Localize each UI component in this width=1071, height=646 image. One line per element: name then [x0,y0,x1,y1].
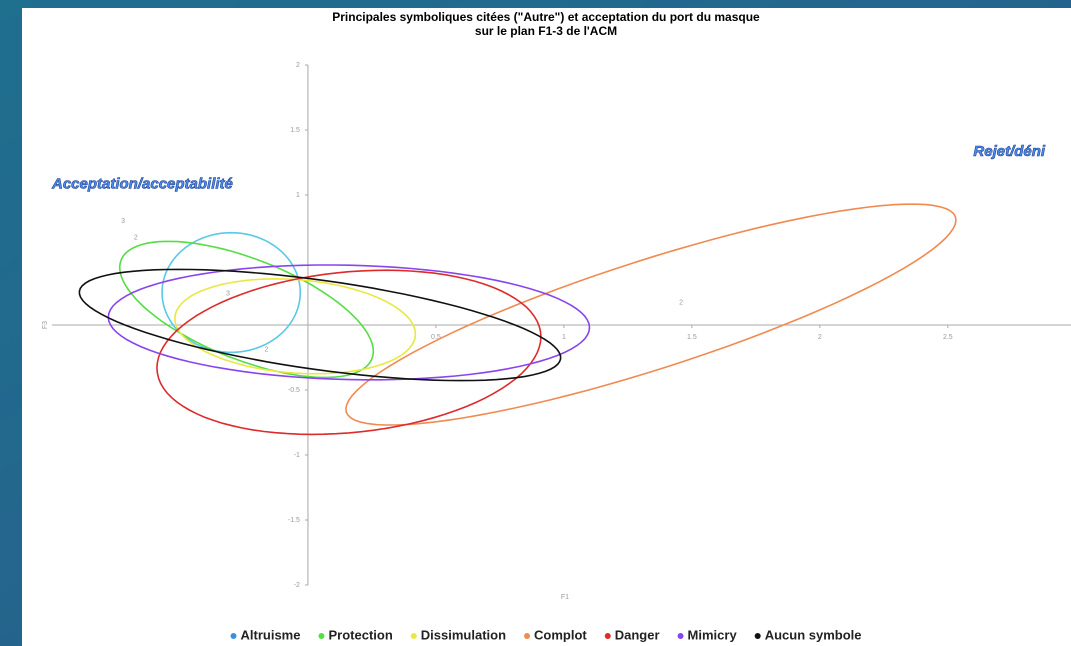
legend-label: Dissimulation [421,627,506,642]
legend-label: Protection [328,627,392,642]
point-label: 2 [134,235,138,242]
y-tick-label: -1.5 [288,517,300,524]
point-label: 2 [264,347,268,354]
x-tick-label: 0.5 [431,334,441,341]
ellipse [156,269,542,436]
x-tick-label: 1 [562,334,566,341]
point-label: 3 [226,291,230,298]
legend-label: Danger [615,627,660,642]
legend-label: Mimicry [688,627,738,642]
ellipse [161,231,302,354]
legend-marker [318,633,325,639]
y-tick-label: 1.5 [290,127,300,134]
x-axis-label: F1 [561,594,569,601]
annotation: Acceptation/acceptabilité [51,176,233,193]
point-label: 3 [121,218,125,225]
y-tick-label: 1 [296,192,300,199]
y-tick-label: -2 [294,582,300,589]
ellipse [78,268,562,382]
legend: Altruisme Protection Dissimulation Complot D… [230,627,862,642]
y-tick-label: 2 [296,62,300,69]
x-tick-label: 1.5 [687,334,697,341]
point-label: 2 [679,300,683,307]
plot: 0.5 1 1.5 2 2.5 -2 -1.5 -1 -0.5 1 1.5 2 3 2 3 2 2 Accepta… [51,62,1071,589]
ellipse [174,278,417,375]
ellipse [345,203,957,426]
legend-marker [410,633,417,639]
legend-label: Aucun symbole [765,627,862,642]
chart-subtitle: sur le plan F1-3 de l'ACM [475,24,617,38]
y-tick-label: -0.5 [288,387,300,394]
chart-title: Principales symboliques citées ("Autre")… [332,10,760,24]
y-tick-label: -1 [294,452,300,459]
legend-marker [677,633,684,639]
legend-label: Complot [534,627,587,642]
y-axis-label: F3 [42,321,49,329]
ellipse [118,240,375,379]
legend-marker [524,633,531,639]
legend-marker [230,633,237,639]
annotation: Rejet/déni [973,143,1046,160]
legend-label: Altruisme [241,627,301,642]
legend-marker [754,633,761,639]
x-tick-label: 2.5 [943,334,953,341]
x-tick-label: 2 [818,334,822,341]
legend-marker [604,633,611,639]
panel [22,8,1071,646]
